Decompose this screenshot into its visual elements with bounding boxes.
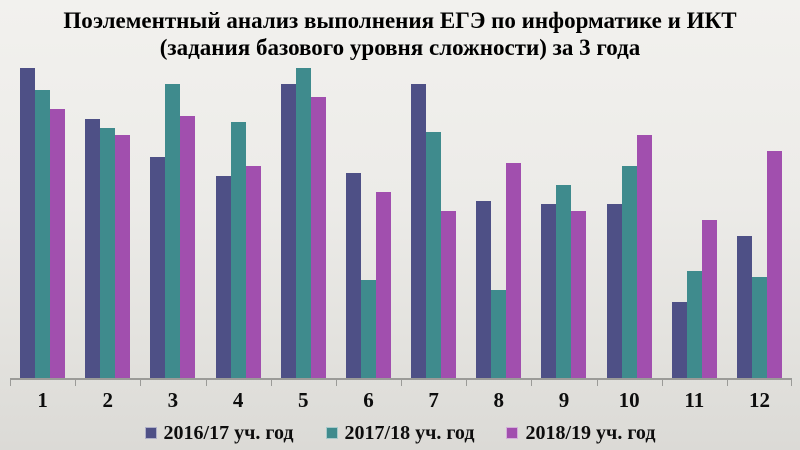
legend-item-3: 2018/19 уч. год	[506, 422, 655, 445]
x-axis-tick	[205, 378, 207, 386]
x-axis-tick	[270, 378, 272, 386]
legend-label: 2016/17 уч. год	[163, 421, 294, 444]
bar-series-2-category-1	[35, 90, 51, 378]
bar-series-3-category-5	[310, 96, 326, 378]
bar-series-1-category-10	[606, 204, 622, 378]
x-axis-tick	[140, 378, 142, 386]
bar-series-3-category-2	[115, 134, 131, 378]
bar-series-1-category-3	[150, 156, 166, 378]
legend-item-1: 2016/17 уч. год	[144, 421, 294, 445]
chart-title: Поэлементный анализ выполнения ЕГЭ по ин…	[0, 7, 800, 61]
legend-color-swatch	[325, 427, 338, 439]
bar-series-3-category-9	[571, 210, 587, 378]
x-axis-tick	[726, 378, 728, 386]
x-axis-tick	[335, 378, 337, 386]
bar-series-1-category-6	[345, 172, 361, 378]
x-axis-label-1: 1	[37, 388, 48, 412]
x-axis-label-11: 11	[684, 388, 705, 412]
chart-title-line-1: Поэлементный анализ выполнения ЕГЭ по ин…	[63, 8, 737, 33]
bar-series-2-category-11	[686, 270, 702, 378]
bar-series-1-category-2	[85, 118, 101, 378]
bar-series-1-category-4	[215, 175, 231, 378]
x-axis-label-6: 6	[363, 388, 374, 412]
bar-series-1-category-12	[736, 235, 752, 378]
bar-series-2-category-12	[751, 276, 767, 378]
bar-series-1-category-7	[411, 84, 427, 378]
x-axis-tick	[466, 378, 468, 386]
bar-series-2-category-7	[426, 131, 442, 378]
bar-series-2-category-10	[621, 166, 637, 378]
x-axis-label-9: 9	[558, 388, 570, 412]
bar-series-1-category-9	[541, 204, 557, 378]
x-axis-label-12: 12	[748, 388, 770, 412]
bar-series-3-category-12	[766, 150, 782, 378]
x-axis-tick	[596, 378, 598, 386]
bar-series-3-category-10	[636, 134, 652, 378]
bar-series-2-category-4	[230, 122, 246, 378]
x-axis-tick	[75, 378, 77, 386]
bar-series-3-category-3	[180, 115, 196, 378]
x-axis-tick	[401, 378, 402, 386]
bar-series-2-category-2	[100, 128, 116, 378]
bar-series-3-category-8	[506, 163, 522, 378]
bar-series-1-category-11	[671, 302, 687, 378]
bar-chart-plot-area	[10, 62, 792, 386]
x-axis-label-10: 10	[618, 388, 640, 412]
bar-series-2-category-9	[556, 185, 572, 378]
x-axis-label-5: 5	[298, 388, 309, 412]
legend-color-swatch	[506, 427, 519, 439]
bar-series-1-category-8	[476, 201, 492, 378]
x-axis-label-8: 8	[493, 388, 505, 412]
legend-item-2: 2017/18 уч. год	[325, 421, 475, 445]
legend: 2016/17 уч. год 2017/18 уч. год 2018/19 уч…	[0, 421, 800, 445]
x-axis-label-2: 2	[102, 388, 114, 412]
bar-series-2-category-3	[165, 84, 181, 378]
x-axis-tick	[791, 378, 792, 386]
bar-series-3-category-6	[375, 191, 391, 378]
legend-color-swatch	[144, 427, 157, 439]
x-axis-label-4: 4	[232, 388, 244, 412]
bar-series-3-category-4	[245, 166, 261, 378]
x-axis-label-3: 3	[167, 388, 179, 412]
bar-series-3-category-7	[441, 210, 457, 378]
legend-label: 2018/19 уч. год	[525, 421, 656, 444]
bar-series-2-category-8	[491, 289, 507, 378]
bar-series-2-category-5	[295, 68, 311, 378]
bar-series-1-category-5	[280, 84, 296, 378]
bar-series-3-category-11	[701, 220, 717, 378]
x-axis-tick	[531, 378, 533, 386]
x-axis-labels: 1 2 3 4 5 6 7 8 9 10 11 12	[10, 388, 792, 413]
bar-series-2-category-6	[360, 280, 376, 378]
x-axis-tick	[10, 378, 11, 386]
bar-series-3-category-1	[50, 109, 66, 378]
chart-title-line-2: (задания базового уровня сложности) за 3…	[159, 35, 641, 60]
x-axis-tick	[661, 378, 663, 386]
legend-label: 2017/18 уч. год	[344, 421, 475, 444]
bar-series-1-category-1	[20, 68, 36, 378]
x-axis-label-7: 7	[428, 388, 439, 412]
